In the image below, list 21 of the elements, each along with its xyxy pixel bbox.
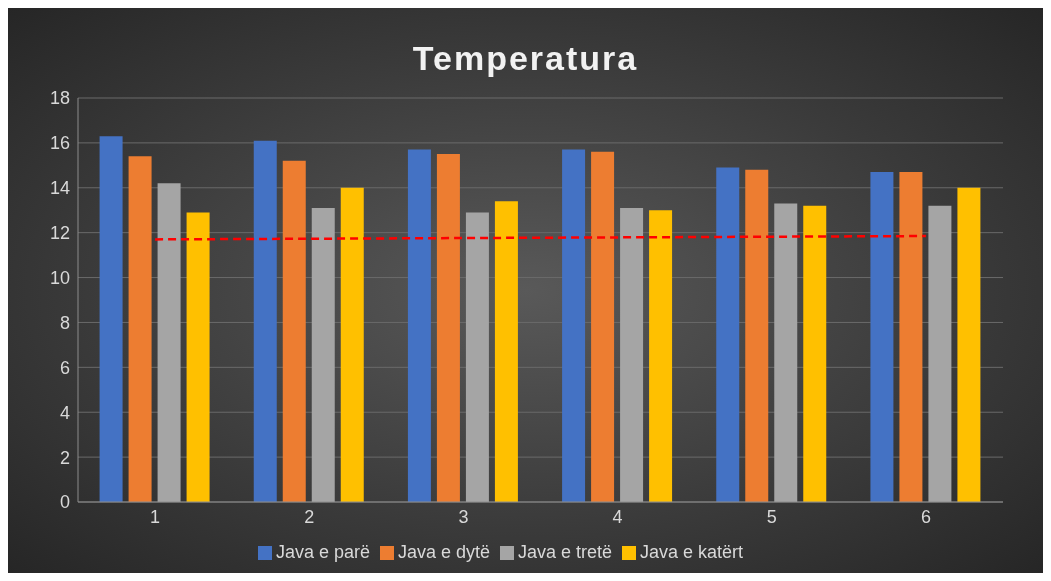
x-tick-label: 4 xyxy=(612,506,623,527)
y-tick-label: 8 xyxy=(59,312,70,333)
y-tick-label: 18 xyxy=(49,88,70,109)
x-tick-label: 3 xyxy=(458,506,469,527)
legend-label: Java e parë xyxy=(275,542,370,562)
legend-label: Java e katërt xyxy=(640,542,744,562)
y-tick-label: 4 xyxy=(59,402,70,423)
legend-label: Java e dytë xyxy=(397,542,490,562)
y-tick-label: 6 xyxy=(59,357,70,378)
y-tick-label: 14 xyxy=(49,178,70,199)
chart-title: Temperatura xyxy=(411,38,640,78)
x-tick-label: 5 xyxy=(766,506,777,527)
y-tick-label: 12 xyxy=(49,223,70,244)
x-tick-label: 2 xyxy=(304,506,315,527)
y-tick-label: 0 xyxy=(59,492,70,513)
y-tick-label: 2 xyxy=(59,447,70,468)
x-tick-label: 6 xyxy=(920,506,931,527)
legend-label: Java e tretë xyxy=(518,542,613,562)
y-tick-label: 16 xyxy=(49,133,70,154)
y-tick-label: 10 xyxy=(49,267,70,288)
x-tick-label: 1 xyxy=(150,506,161,527)
